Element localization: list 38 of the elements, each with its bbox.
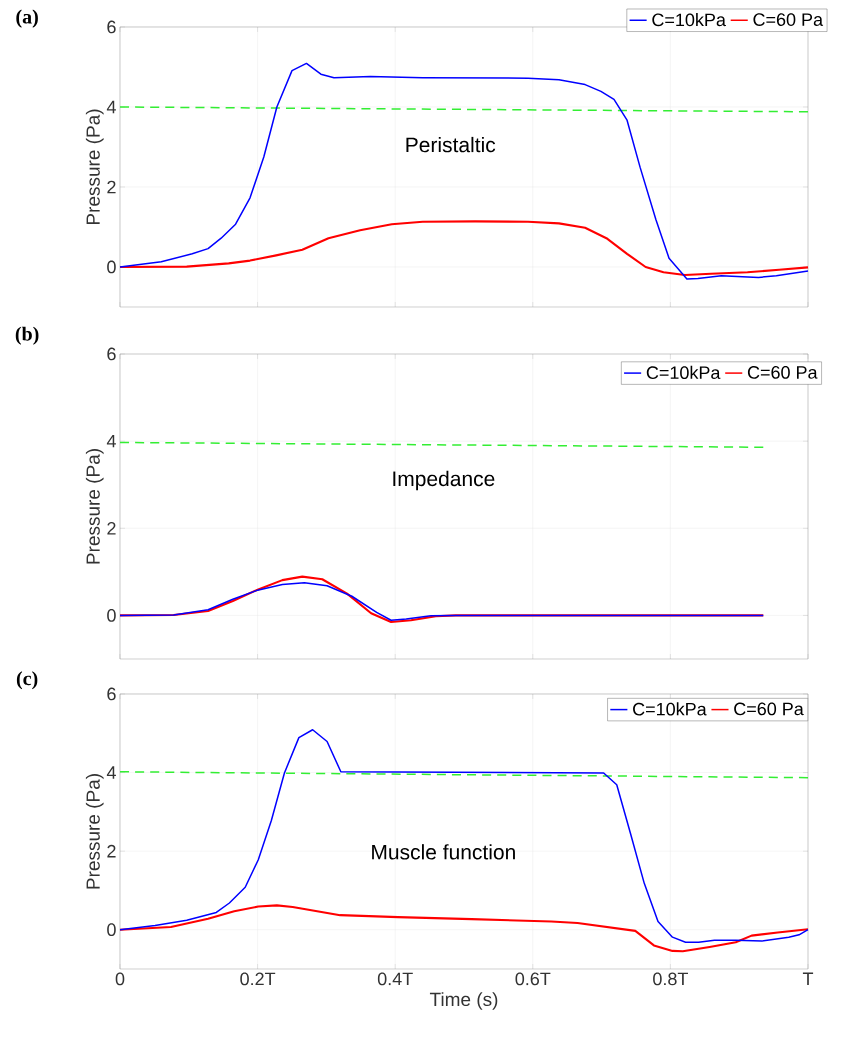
annotation: Impedance [393, 470, 495, 491]
y-tick-label: 6 [107, 347, 116, 361]
annotation: Muscle function [372, 844, 515, 860]
text: (a) [16, 9, 38, 28]
y-tick-label: 6 [107, 20, 116, 34]
legend-label: C=60 Pa [747, 366, 818, 379]
y-tick-label: 4 [106, 100, 116, 114]
line-series [119, 582, 765, 621]
y-axis-title: Pressure (Pa) [85, 774, 104, 889]
legend-label: C=10kPa [633, 702, 707, 716]
x-axis-title: Time (s) [429, 992, 498, 1010]
text: (b) [15, 326, 39, 345]
annotation: Peristaltic [406, 136, 496, 153]
y-tick-label: 2 [107, 521, 116, 535]
legend-label: C=60 Pa [753, 13, 824, 26]
legend-label: C=60 Pa [734, 702, 804, 716]
y-tick-label: 4 [106, 434, 116, 448]
line-series [119, 62, 809, 280]
y-tick-label: 2 [107, 180, 116, 194]
legend-label: C=10kPa [646, 365, 721, 380]
x-tick-label: T [802, 972, 814, 985]
y-axis-title: Pressure (Pa) [85, 109, 104, 225]
y-tick-label: 6 [107, 687, 116, 701]
y-tick-label: 0 [107, 923, 116, 937]
line-series [119, 729, 809, 944]
y-tick-label: 2 [107, 844, 116, 858]
x-tick-label: 0.2T [240, 972, 276, 986]
legend-label: C=10kPa [652, 12, 726, 27]
y-axis-title: Pressure (Pa) [85, 449, 104, 564]
y-tick-label: 0 [107, 609, 116, 622]
line-series [118, 904, 810, 953]
y-tick-label: 0 [107, 260, 116, 274]
line-series [118, 575, 765, 624]
x-tick-label: 0.8T [653, 972, 688, 986]
text: (c) [16, 671, 38, 690]
y-tick-label: 4 [106, 766, 116, 779]
x-tick-label: 0.6T [515, 972, 551, 986]
x-tick-label: 0.4T [377, 972, 413, 986]
